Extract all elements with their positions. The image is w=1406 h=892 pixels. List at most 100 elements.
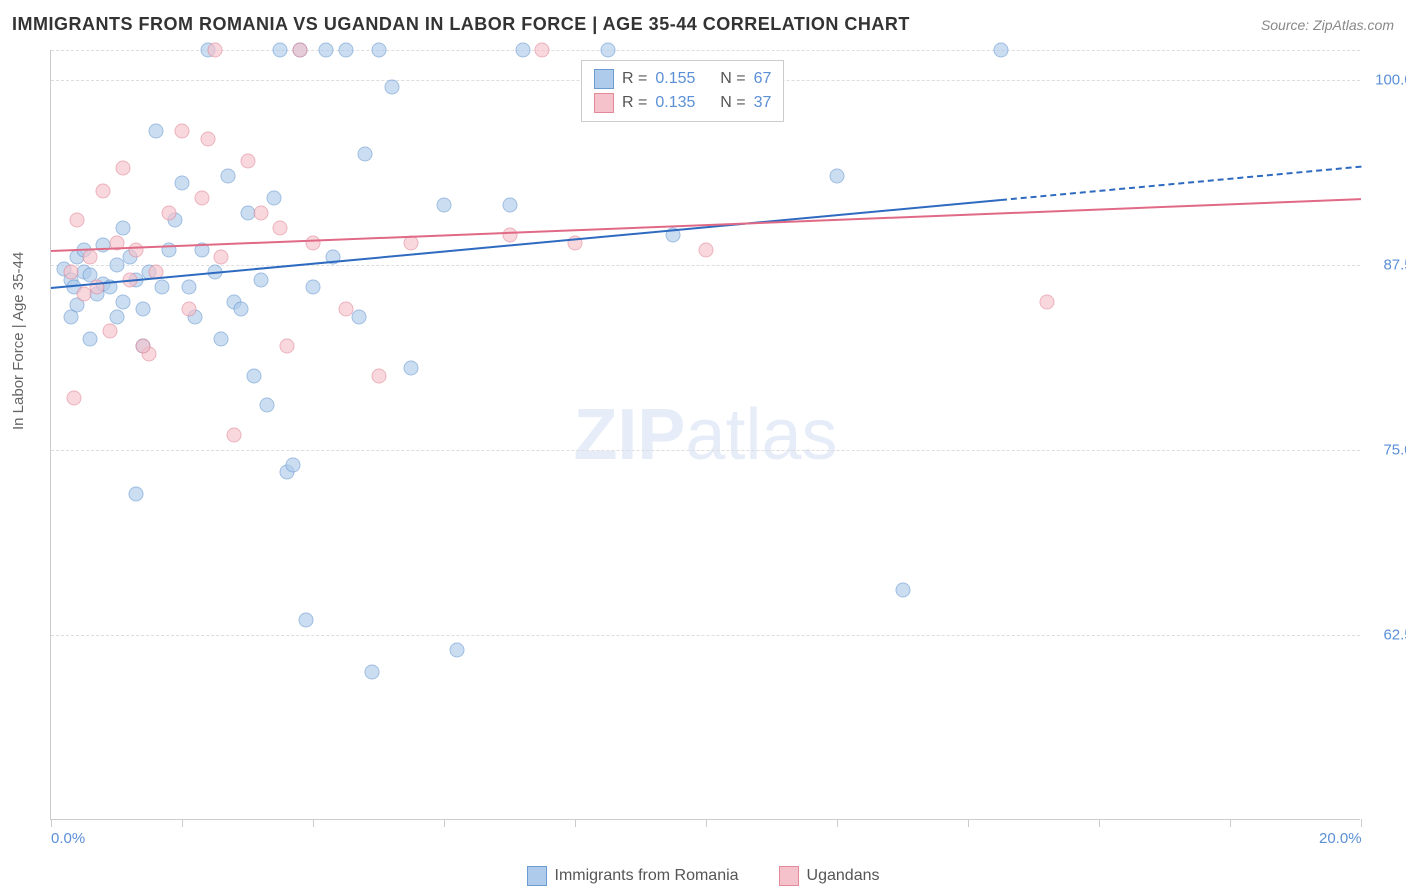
data-point <box>286 457 301 472</box>
legend-swatch <box>527 866 547 886</box>
data-point <box>600 43 615 58</box>
bottom-legend-item: Immigrants from Romania <box>527 866 739 886</box>
data-point <box>319 43 334 58</box>
data-point <box>450 642 465 657</box>
data-point <box>66 390 81 405</box>
legend-series-name: Ugandans <box>807 867 880 885</box>
data-point <box>214 331 229 346</box>
y-tick-label: 87.5% <box>1366 256 1406 273</box>
data-point <box>70 213 85 228</box>
legend-row: R =0.155 N =67 <box>594 67 771 91</box>
data-point <box>351 309 366 324</box>
data-point <box>63 265 78 280</box>
data-point <box>247 368 262 383</box>
x-tick <box>444 819 445 827</box>
data-point <box>181 302 196 317</box>
gridline <box>51 635 1360 636</box>
data-point <box>161 205 176 220</box>
gridline <box>51 50 1360 51</box>
x-tick-label: 0.0% <box>51 830 85 847</box>
data-point <box>404 361 419 376</box>
data-point <box>83 250 98 265</box>
correlation-legend: R =0.155 N =67R =0.135 N =37 <box>581 60 784 122</box>
watermark: ZIPatlas <box>573 394 837 476</box>
data-point <box>135 302 150 317</box>
data-point <box>181 279 196 294</box>
data-point <box>338 43 353 58</box>
source-citation: Source: ZipAtlas.com <box>1261 17 1394 33</box>
x-tick <box>706 819 707 827</box>
legend-r-label: R = <box>622 94 647 112</box>
data-point <box>371 43 386 58</box>
data-point <box>63 309 78 324</box>
data-point <box>273 220 288 235</box>
data-point <box>129 242 144 257</box>
data-point <box>437 198 452 213</box>
y-tick-label: 100.0% <box>1366 71 1406 88</box>
data-point <box>135 339 150 354</box>
data-point <box>233 302 248 317</box>
legend-series-name: Immigrants from Romania <box>555 867 739 885</box>
x-tick <box>575 819 576 827</box>
data-point <box>260 398 275 413</box>
data-point <box>194 191 209 206</box>
data-point <box>155 279 170 294</box>
bottom-legend-item: Ugandans <box>779 866 880 886</box>
data-point <box>993 43 1008 58</box>
legend-r-label: R = <box>622 70 647 88</box>
data-point <box>895 583 910 598</box>
data-point <box>129 487 144 502</box>
data-point <box>273 43 288 58</box>
data-point <box>83 331 98 346</box>
data-point <box>371 368 386 383</box>
data-point <box>207 43 222 58</box>
data-point <box>116 220 131 235</box>
legend-n-value: 37 <box>754 94 772 112</box>
data-point <box>699 242 714 257</box>
data-point <box>364 664 379 679</box>
x-tick <box>1099 819 1100 827</box>
data-point <box>266 191 281 206</box>
data-point <box>201 131 216 146</box>
data-point <box>175 124 190 139</box>
data-point <box>830 168 845 183</box>
data-point <box>535 43 550 58</box>
data-point <box>502 198 517 213</box>
legend-n-value: 67 <box>754 70 772 88</box>
data-point <box>96 183 111 198</box>
x-tick <box>968 819 969 827</box>
bottom-legend: Immigrants from Romania Ugandans <box>0 866 1406 886</box>
watermark-bold: ZIP <box>573 395 685 475</box>
data-point <box>220 168 235 183</box>
data-point <box>214 250 229 265</box>
x-tick-label: 20.0% <box>1319 830 1362 847</box>
y-tick-label: 62.5% <box>1366 626 1406 643</box>
data-point <box>292 43 307 58</box>
data-point <box>109 309 124 324</box>
gridline <box>51 265 1360 266</box>
chart-container: IMMIGRANTS FROM ROMANIA VS UGANDAN IN LA… <box>0 0 1406 892</box>
trend-line <box>1001 166 1361 201</box>
gridline <box>51 450 1360 451</box>
chart-title: IMMIGRANTS FROM ROMANIA VS UGANDAN IN LA… <box>12 14 910 35</box>
x-tick <box>1230 819 1231 827</box>
data-point <box>148 124 163 139</box>
x-tick <box>313 819 314 827</box>
data-point <box>358 146 373 161</box>
data-point <box>515 43 530 58</box>
y-axis-label: In Labor Force | Age 35-44 <box>10 252 27 430</box>
data-point <box>502 228 517 243</box>
x-tick <box>1361 819 1362 827</box>
legend-swatch <box>594 93 614 113</box>
y-tick-label: 75.0% <box>1366 441 1406 458</box>
source-prefix: Source: <box>1261 17 1313 33</box>
data-point <box>253 205 268 220</box>
data-point <box>175 176 190 191</box>
data-point <box>102 324 117 339</box>
data-point <box>338 302 353 317</box>
source-name: ZipAtlas.com <box>1313 17 1394 33</box>
data-point <box>116 294 131 309</box>
data-point <box>116 161 131 176</box>
x-tick <box>182 819 183 827</box>
legend-row: R =0.135 N =37 <box>594 91 771 115</box>
